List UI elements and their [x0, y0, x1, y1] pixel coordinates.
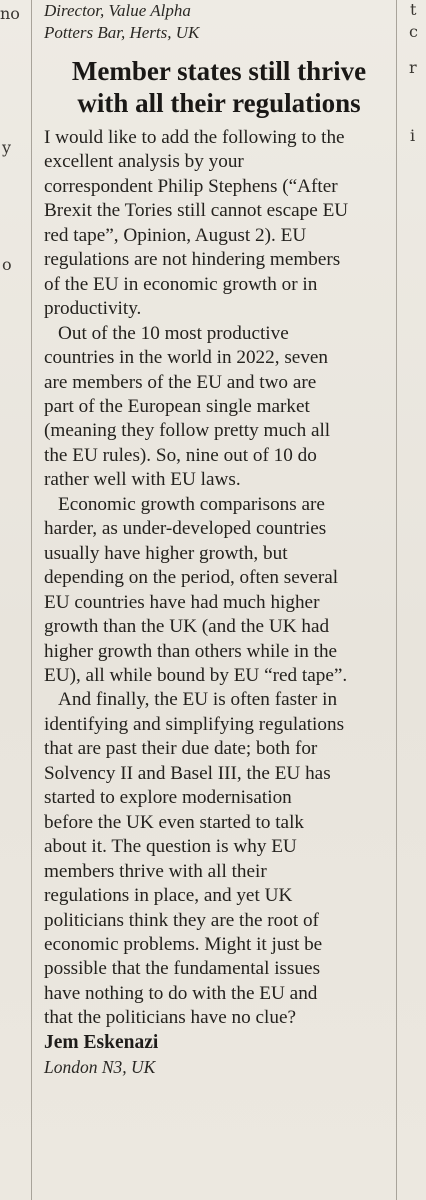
body-line: Solvency II and Basel III, the EU has [44, 762, 331, 784]
body-line: politicians think they are the root of [44, 909, 319, 931]
author-location: London N3, UK [44, 1056, 156, 1077]
body-line: higher growth than others while in the [44, 640, 338, 662]
body-line: growth than the UK (and the UK had [44, 616, 330, 638]
previous-letter-signature: Director, Value Alpha Potters Bar, Herts… [44, 0, 394, 44]
previous-signature-line: Director, Value Alpha [44, 1, 191, 20]
body-line: of the EU in economic growth or in [44, 273, 318, 295]
body-line: rather well with EU laws. [44, 469, 241, 491]
paragraph: Out of the 10 most productive countries … [44, 322, 394, 493]
left-column-fragment: no [0, 4, 20, 23]
right-column-fragment: c [409, 22, 418, 41]
body-line: started to explore modernisation [44, 787, 292, 809]
body-line: red tape”, Opinion, August 2). EU [44, 224, 307, 246]
body-line: economic problems. Might it just be [44, 933, 323, 955]
body-line: EU), all while bound by EU “red tape”. [44, 664, 348, 686]
body-line: I would like to add the following to the [44, 127, 345, 148]
body-line: identifying and simplifying regulations [44, 713, 345, 735]
body-line: possible that the fundamental issues [44, 958, 321, 980]
body-line: Brexit the Tories still cannot escape EU [44, 200, 349, 222]
left-column-fragment: y [2, 138, 12, 157]
body-line: that are past their due date; both for [44, 738, 318, 760]
paragraph: And finally, the EU is often faster in i… [44, 688, 394, 1030]
body-line: about it. The question is why EU [44, 836, 297, 858]
body-line: Economic growth comparisons are [58, 493, 325, 515]
letter-body: I would like to add the following to the… [44, 126, 394, 1031]
paragraph: Economic growth comparisons are harder, … [44, 493, 394, 689]
body-line: regulations are not hindering members [44, 249, 341, 271]
body-line: (meaning they follow pretty much all [44, 420, 331, 442]
previous-signature-line: Potters Bar, Herts, UK [44, 23, 200, 42]
right-column-fragment: r [409, 58, 417, 77]
letter-column: Director, Value Alpha Potters Bar, Herts… [44, 0, 394, 1079]
headline-line: with all their regulations [77, 88, 361, 118]
body-line: have nothing to do with the EU and [44, 982, 318, 1004]
right-column-fragment: t [410, 0, 417, 19]
body-line: harder, as under-developed countries [44, 518, 327, 540]
body-line: the EU rules). So, nine out of 10 do [44, 444, 317, 466]
body-line: usually have higher growth, but [44, 542, 288, 564]
body-line: EU countries have had much higher [44, 591, 320, 613]
body-line: regulations in place, and yet UK [44, 885, 293, 907]
body-line: excellent analysis by your [44, 151, 244, 173]
body-line: productivity. [44, 298, 142, 320]
left-column-fragment: o [2, 255, 12, 274]
body-line: correspondent Philip Stephens (“After [44, 175, 338, 197]
author-name: Jem Eskenazi [44, 1031, 159, 1053]
body-line: Out of the 10 most productive [58, 322, 289, 344]
body-line: part of the European single market [44, 395, 310, 417]
column-rule-left [31, 0, 32, 1200]
body-line: countries in the world in 2022, seven [44, 347, 329, 369]
body-line: depending on the period, often several [44, 567, 339, 589]
letter-headline: Member states still thrive with all thei… [44, 55, 394, 119]
body-line: before the UK even started to talk [44, 811, 304, 833]
body-line: that the politicians have no clue? [44, 1007, 297, 1029]
column-rule-right [396, 0, 397, 1200]
headline-line: Member states still thrive [71, 56, 367, 86]
body-line: are members of the EU and two are [44, 371, 317, 393]
paragraph: I would like to add the following to the… [44, 126, 394, 322]
body-line: members thrive with all their [44, 860, 267, 882]
right-column-fragment: i [410, 126, 416, 145]
body-line: And finally, the EU is often faster in [58, 689, 338, 711]
